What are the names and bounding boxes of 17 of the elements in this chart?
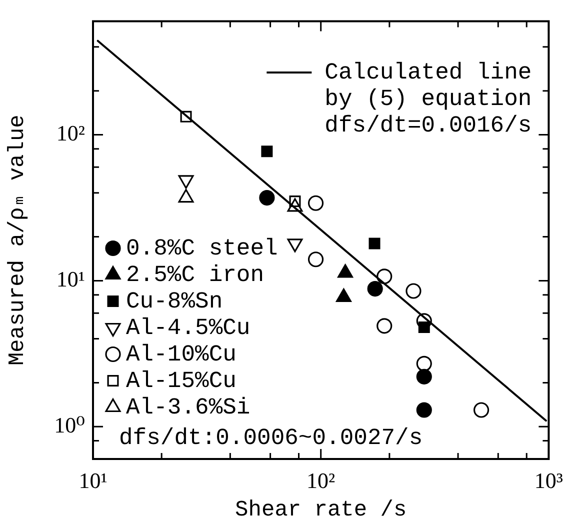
legend-label: Al-3.6%Si (126, 394, 250, 420)
annotation: dfs/dt:0.0006~0.0027/s (119, 424, 423, 451)
x-tick-label: 10¹ (78, 468, 108, 493)
y-tick-label: 10² (56, 120, 86, 146)
annotation: dfs/dt=0.0016/s (324, 112, 532, 139)
legend-label: Al-10%Cu (126, 341, 236, 368)
y-tick-label: 10⁰ (54, 412, 86, 438)
legend-label: Cu-8%Sn (126, 288, 223, 314)
x-tick-label: 10² (306, 468, 336, 493)
legend-label: Al-15%Cu (126, 368, 236, 394)
y-tick-label: 10¹ (56, 266, 85, 292)
legend-label: 2.5%C iron (126, 262, 264, 288)
x-tick-label: 10³ (534, 468, 564, 493)
y-axis-title: Measured a/ρₘ value (5, 114, 30, 366)
x-axis-title: Shear rate /s (235, 498, 407, 523)
legend-label: Al-4.5%Cu (126, 314, 250, 341)
legend-label: 0.8%C steel (126, 235, 278, 262)
